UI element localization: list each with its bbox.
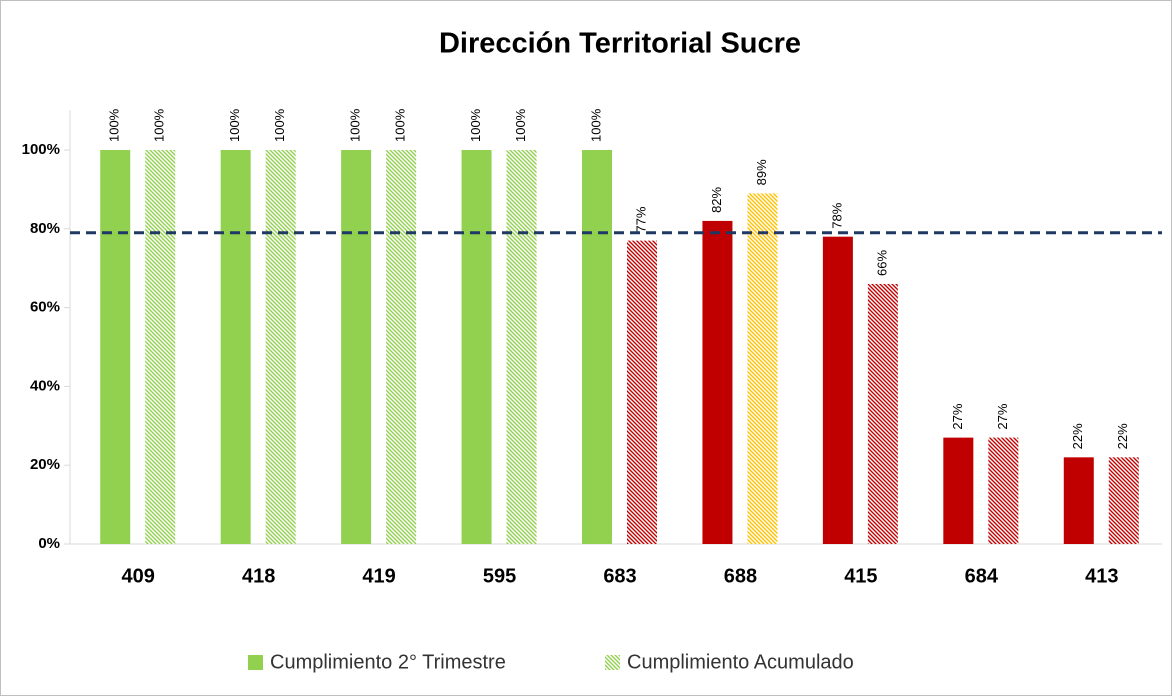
bar	[100, 150, 131, 544]
bar	[220, 150, 251, 544]
bar	[943, 437, 974, 544]
bar	[988, 437, 1019, 544]
data-label: 78%	[829, 202, 844, 228]
y-tick-label: 60%	[30, 299, 60, 316]
legend-label: Cumplimiento Acumulado	[627, 651, 854, 673]
bar	[1063, 457, 1094, 544]
data-label: 22%	[1115, 423, 1130, 449]
data-label: 27%	[950, 403, 965, 429]
bar	[386, 150, 417, 544]
data-label: 100%	[513, 108, 528, 142]
legend-swatch	[248, 655, 263, 670]
data-label: 66%	[874, 250, 889, 276]
y-tick-label: 40%	[30, 377, 60, 394]
x-tick-label: 683	[603, 565, 636, 587]
y-tick-label: 20%	[30, 456, 60, 473]
x-tick-label: 684	[965, 565, 999, 587]
y-tick-label: 80%	[30, 220, 60, 237]
data-label: 100%	[468, 108, 483, 142]
x-tick-label: 413	[1085, 565, 1118, 587]
data-label: 100%	[588, 108, 603, 142]
x-tick-label: 418	[242, 565, 275, 587]
legend-swatch	[605, 655, 620, 670]
data-label: 100%	[348, 108, 363, 142]
bar	[506, 150, 537, 544]
bar	[265, 150, 296, 544]
data-label: 27%	[995, 403, 1010, 429]
bar	[145, 150, 176, 544]
data-label: 100%	[227, 108, 242, 142]
data-label: 100%	[272, 108, 287, 142]
legend-label: Cumplimiento 2° Trimestre	[270, 651, 506, 673]
data-label: 100%	[152, 108, 167, 142]
x-tick-label: 409	[122, 565, 155, 587]
data-label: 100%	[393, 108, 408, 142]
data-label: 82%	[709, 186, 724, 212]
y-tick-label: 0%	[38, 535, 60, 552]
bar	[461, 150, 492, 544]
x-tick-label: 415	[844, 565, 877, 587]
x-tick-label: 595	[483, 565, 516, 587]
data-label: 22%	[1070, 423, 1085, 449]
bar	[747, 193, 778, 544]
data-label: 89%	[754, 159, 769, 185]
bar	[702, 220, 733, 545]
x-tick-label: 419	[362, 565, 395, 587]
y-tick-label: 100%	[22, 141, 60, 158]
bar	[627, 240, 657, 544]
x-tick-label: 688	[724, 565, 757, 587]
bar	[341, 150, 372, 544]
bar	[822, 236, 853, 544]
bar	[582, 150, 612, 544]
chart-title: Dirección Territorial Sucre	[439, 28, 801, 60]
data-label: 77%	[633, 206, 648, 232]
bar	[1108, 457, 1139, 544]
data-label: 100%	[107, 108, 122, 142]
bar	[867, 283, 898, 544]
